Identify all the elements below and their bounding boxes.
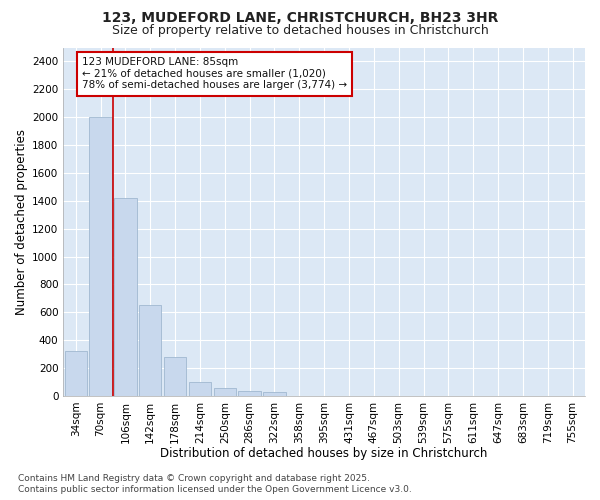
X-axis label: Distribution of detached houses by size in Christchurch: Distribution of detached houses by size … bbox=[160, 447, 488, 460]
Bar bbox=[214, 388, 236, 396]
Text: Size of property relative to detached houses in Christchurch: Size of property relative to detached ho… bbox=[112, 24, 488, 37]
Y-axis label: Number of detached properties: Number of detached properties bbox=[15, 128, 28, 314]
Bar bbox=[114, 198, 137, 396]
Bar bbox=[238, 391, 261, 396]
Bar bbox=[139, 306, 161, 396]
Text: Contains HM Land Registry data © Crown copyright and database right 2025.
Contai: Contains HM Land Registry data © Crown c… bbox=[18, 474, 412, 494]
Bar bbox=[65, 352, 87, 396]
Bar bbox=[164, 357, 186, 396]
Text: 123, MUDEFORD LANE, CHRISTCHURCH, BH23 3HR: 123, MUDEFORD LANE, CHRISTCHURCH, BH23 3… bbox=[102, 11, 498, 25]
Text: 123 MUDEFORD LANE: 85sqm
← 21% of detached houses are smaller (1,020)
78% of sem: 123 MUDEFORD LANE: 85sqm ← 21% of detach… bbox=[82, 58, 347, 90]
Bar bbox=[89, 117, 112, 396]
Bar bbox=[189, 382, 211, 396]
Bar bbox=[263, 392, 286, 396]
